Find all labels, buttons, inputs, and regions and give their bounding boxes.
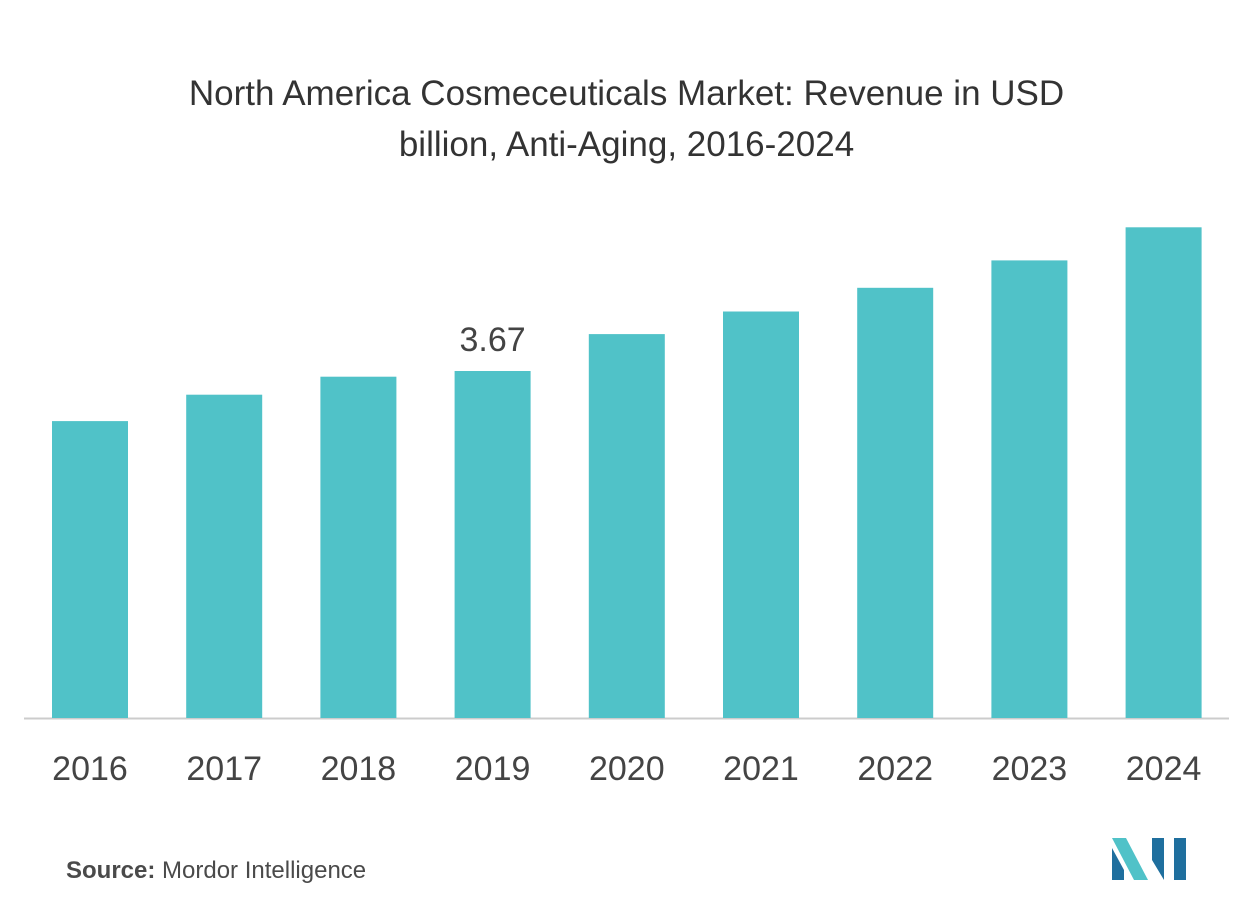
bar-2024 <box>1125 227 1202 719</box>
bar-2023 <box>991 260 1068 718</box>
bar-2016 <box>52 421 128 718</box>
x-tick-label-2020: 2020 <box>589 750 665 788</box>
bar-2017 <box>186 394 263 718</box>
bar-2019 <box>454 371 531 718</box>
chart-title-line-2: billion, Anti-Aging, 2016-2024 <box>398 125 855 164</box>
bar-2022 <box>857 287 934 718</box>
source-note: Source: Mordor Intelligence <box>66 857 366 885</box>
x-tick-label-2017: 2017 <box>186 750 262 788</box>
data-label-2019: 3.67 <box>460 321 526 359</box>
x-tick-label-2023: 2023 <box>992 750 1068 788</box>
x-tick-label-2024: 2024 <box>1126 750 1202 788</box>
chart-title: North America Cosmeceuticals Market: Rev… <box>0 68 1253 170</box>
x-tick-label-2021: 2021 <box>723 750 799 788</box>
bar-2020 <box>588 334 665 718</box>
source-text: Mordor Intelligence <box>162 857 367 884</box>
bar-2018 <box>320 376 397 718</box>
x-tick-label-2022: 2022 <box>857 750 933 788</box>
x-tick-label-2019: 2019 <box>455 750 531 788</box>
x-tick-label-2018: 2018 <box>321 750 397 788</box>
x-tick-label-2016: 2016 <box>52 750 128 788</box>
bar-chart: 2016 2017 2018 2019 3.67 2020 2021 2022 2023 2024 <box>24 227 1229 788</box>
source-label: Source: <box>66 857 156 884</box>
chart-title-line-1: North America Cosmeceuticals Market: Rev… <box>188 74 1065 113</box>
bar-2021 <box>723 311 799 718</box>
mordor-intelligence-logo-icon <box>1112 838 1186 880</box>
